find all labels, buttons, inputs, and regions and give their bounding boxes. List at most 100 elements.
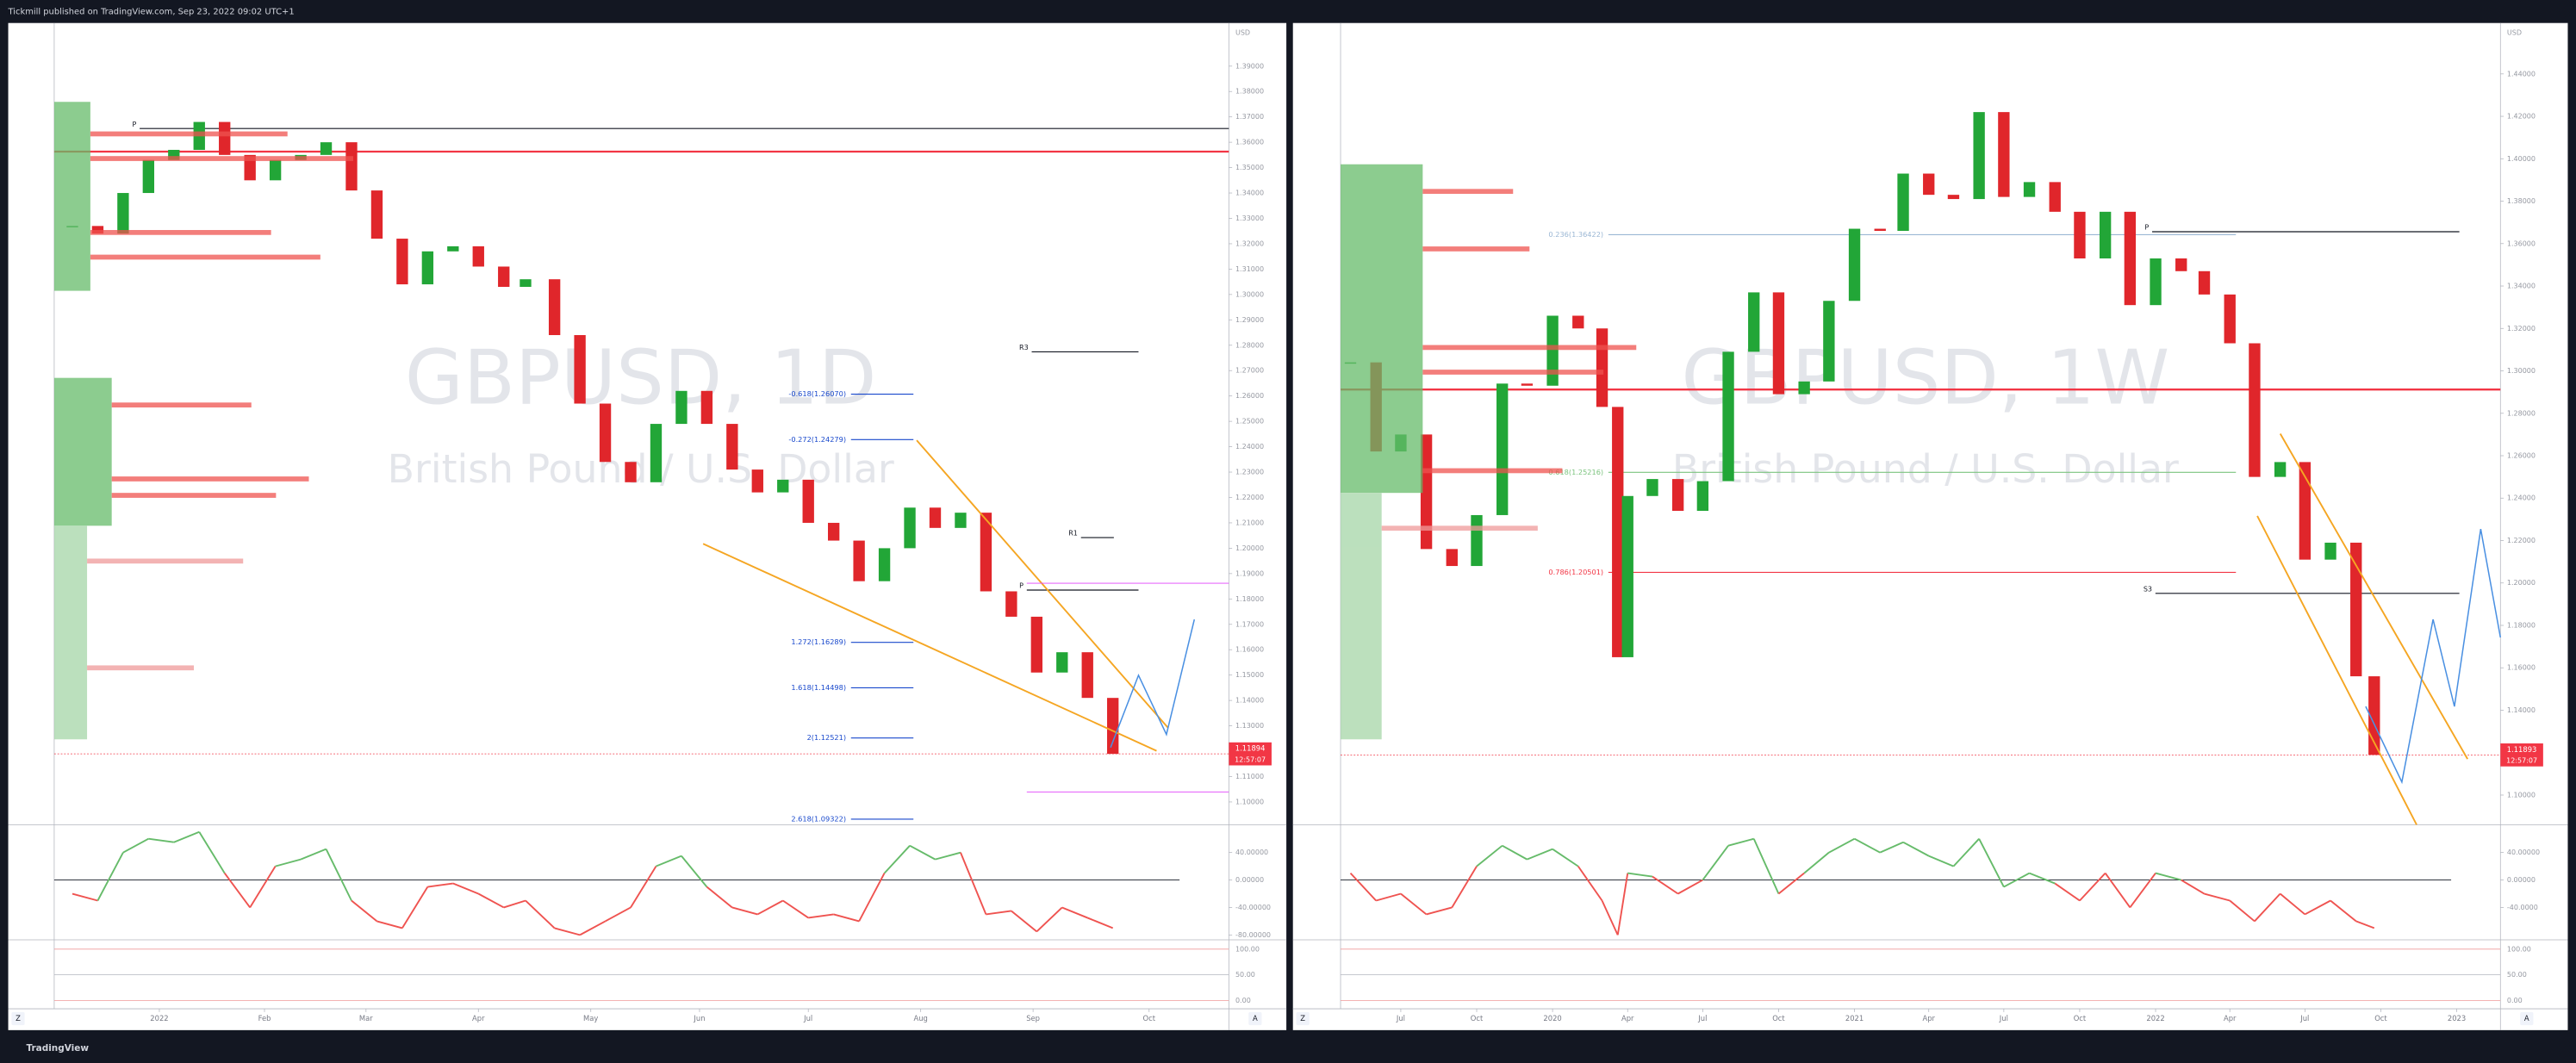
candle <box>1848 228 1861 301</box>
x-tick-label: Jul <box>2299 1014 2309 1023</box>
osc-segment <box>325 849 352 901</box>
osc-segment <box>1702 845 1729 881</box>
y-tick-label: 1.32000 <box>2507 325 2536 333</box>
candle <box>370 190 383 239</box>
x-tick-label: Apr <box>472 1014 485 1023</box>
y-tick-label: 1.34000 <box>2507 283 2536 290</box>
y-tick-label: 1.20000 <box>2507 579 2536 587</box>
x-tick-label: Aug <box>913 1014 927 1023</box>
x-tick-label: 2021 <box>1845 1014 1864 1023</box>
osc-segment <box>1502 844 1528 861</box>
candle <box>345 142 358 191</box>
candle <box>1005 591 1017 617</box>
axis-button-label[interactable]: A <box>1253 1014 1258 1023</box>
candle <box>219 121 231 155</box>
currency-label: USD <box>2507 29 2522 37</box>
candle <box>91 226 104 234</box>
fib-label: 1.272(1.16289) <box>791 637 846 646</box>
projection-path <box>1110 619 1196 749</box>
axis-button-label[interactable]: Z <box>1300 1014 1305 1023</box>
y-tick-label: 1.18000 <box>1235 595 1264 603</box>
candle <box>2175 258 2187 271</box>
candle <box>2150 258 2162 306</box>
osc-segment <box>427 882 453 888</box>
osc-segment <box>756 899 784 916</box>
vp-bar <box>90 131 288 137</box>
candle <box>1612 407 1624 657</box>
y-tick-label: 1.30000 <box>2507 367 2536 375</box>
candle <box>1496 383 1509 515</box>
candle <box>1081 652 1093 699</box>
osc-segment <box>376 920 403 929</box>
candle <box>320 142 333 155</box>
vp-bar <box>1422 468 1563 474</box>
osc-segment <box>986 910 1011 916</box>
x-tick-label: Apr <box>1922 1014 1935 1023</box>
candle <box>498 266 510 288</box>
candle <box>168 149 180 160</box>
x-tick-label: 2022 <box>2146 1014 2164 1023</box>
candle <box>980 513 992 592</box>
channel-line <box>2279 433 2468 760</box>
osc-segment <box>605 906 632 923</box>
candle <box>548 279 561 335</box>
osc-segment <box>808 913 834 919</box>
pivot-label: P <box>132 121 136 128</box>
x-tick-label: May <box>583 1014 598 1023</box>
osc-segment <box>1375 892 1402 902</box>
osc-segment <box>2054 882 2081 902</box>
candle <box>2124 211 2137 306</box>
axis-button-label[interactable]: Z <box>16 1014 21 1023</box>
channel-line <box>2256 515 2417 825</box>
candle <box>955 513 967 528</box>
fib-label: -0.272(1.24279) <box>788 435 846 444</box>
y-tick-label: 1.28000 <box>2507 409 2536 417</box>
osc-segment <box>452 882 479 895</box>
symbol-description: British Pound / U.S. Dollar <box>1672 446 2179 492</box>
last-price-badge <box>1229 742 1272 766</box>
y-tick-label: 1.26000 <box>1235 392 1264 400</box>
candle <box>650 424 663 482</box>
y-tick-label: 1.28000 <box>1235 341 1264 349</box>
symbol-watermark: GBPUSD, 1D <box>405 333 877 421</box>
y-tick-label: 1.13000 <box>1235 722 1264 730</box>
candle <box>1572 315 1584 329</box>
stoch-tick-label: 0.00 <box>1235 997 1251 1004</box>
candle <box>269 159 282 181</box>
osc-segment <box>72 892 98 902</box>
osc-segment <box>1727 837 1754 847</box>
y-tick-label: 1.22000 <box>2507 537 2536 544</box>
vp-bar <box>111 493 277 498</box>
osc-segment <box>1527 848 1553 861</box>
fib-label: 2(1.12521) <box>807 733 846 742</box>
last-price-badge <box>2500 743 2543 767</box>
y-tick-label: 1.16000 <box>2507 664 2536 672</box>
y-tick-label: 1.32000 <box>1235 239 1264 247</box>
vp-bar <box>1422 246 1530 252</box>
candle <box>1446 549 1458 567</box>
osc-segment <box>2355 920 2375 929</box>
osc-segment <box>1803 851 1830 874</box>
vp-bar <box>87 558 244 564</box>
fib-label: 0.786(1.20501) <box>1548 568 1603 576</box>
osc-segment <box>1400 892 1428 916</box>
axis-button-label[interactable]: A <box>2524 1014 2529 1023</box>
y-tick-label: 1.14000 <box>2507 706 2536 714</box>
y-tick-label: 1.27000 <box>1235 367 1264 375</box>
candle <box>1947 195 1960 200</box>
vp-bar <box>90 254 320 260</box>
osc-segment <box>1828 837 1856 854</box>
osc-segment <box>2304 899 2331 916</box>
osc-segment <box>148 837 174 843</box>
osc-segment <box>2280 892 2305 916</box>
osc-segment <box>2254 892 2281 923</box>
x-tick-label: Jul <box>803 1014 812 1023</box>
x-tick-label: Oct <box>1471 1014 1484 1023</box>
pivot-label: P <box>1019 582 1024 590</box>
osc-segment <box>1902 841 1930 857</box>
candle <box>904 507 916 549</box>
x-tick-label: Jul <box>1697 1014 1707 1023</box>
candle <box>2023 182 2036 197</box>
stoch-tick-label: 50.00 <box>2507 971 2527 979</box>
x-tick-label: Oct <box>2074 1014 2087 1023</box>
